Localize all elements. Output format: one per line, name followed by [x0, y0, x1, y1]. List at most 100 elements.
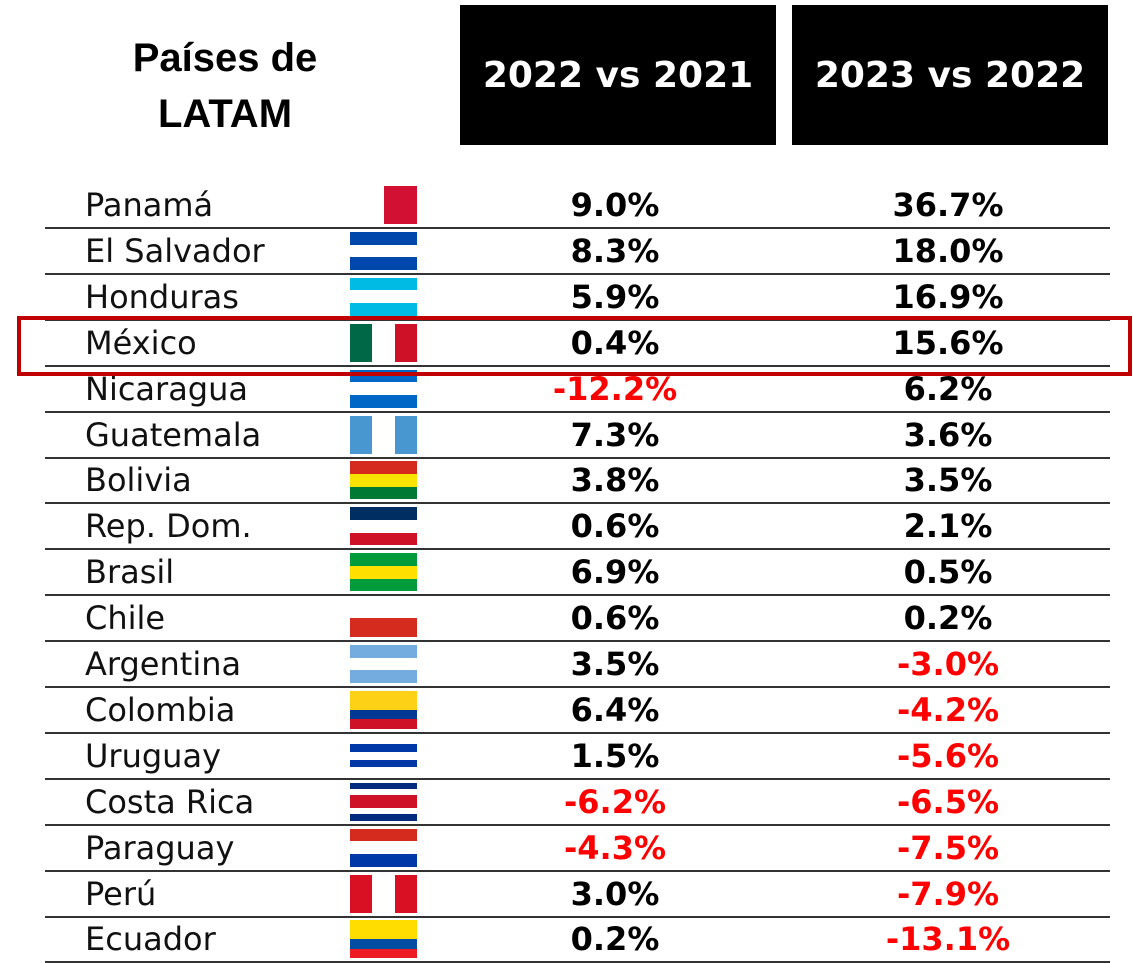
- flag-stripe: [350, 795, 417, 802]
- flag-stripe: [350, 257, 417, 270]
- flag-stripe: [350, 920, 417, 930]
- flag-stripe: [350, 565, 417, 579]
- flag-stripe: [350, 553, 417, 566]
- flag-stripe: [350, 670, 417, 683]
- flag-stripe: [350, 841, 417, 854]
- value-cell: 0.2%: [903, 599, 993, 638]
- flag-stripe: [350, 751, 417, 760]
- flag-stripe: [394, 323, 417, 362]
- flag-stripe: [350, 690, 417, 701]
- flag-icon: [350, 690, 417, 729]
- country-name: Costa Rica: [85, 782, 255, 821]
- value-cell: 9.0%: [570, 186, 660, 224]
- title-line: Países de: [132, 36, 318, 80]
- flag-stripe: [350, 244, 417, 258]
- value-cell: -6.5%: [896, 782, 1000, 821]
- value-cell: 6.4%: [570, 690, 660, 729]
- value-cell: -7.9%: [896, 874, 1000, 913]
- value-cell: 0.6%: [570, 599, 660, 638]
- flag-stripe: [350, 782, 417, 790]
- value-cell: -13.1%: [885, 920, 1011, 959]
- country-name: Ecuador: [85, 920, 216, 959]
- row-rule: [45, 915, 1110, 918]
- flag-stripe: [350, 759, 417, 768]
- row-rule: [45, 318, 1110, 321]
- country-name: México: [85, 323, 197, 362]
- title-line: LATAM: [157, 92, 293, 136]
- country-name: Guatemala: [85, 415, 262, 454]
- row-rule: [45, 502, 1110, 505]
- value-cell: 3.5%: [570, 645, 660, 683]
- column-header: 2022 vs 2021: [460, 5, 776, 145]
- country-name: Uruguay: [85, 736, 221, 775]
- value-cell: 15.6%: [892, 323, 1004, 362]
- flag-stripe: [372, 415, 395, 454]
- flag-stripe: [350, 474, 417, 487]
- flag-stripe: [350, 290, 417, 304]
- flag-icon: [350, 507, 417, 546]
- flag-stripe: [394, 415, 417, 454]
- row-rule: [45, 686, 1110, 688]
- row-rule: [45, 456, 1110, 459]
- row-rule: [45, 640, 1110, 643]
- value-cell: 8.3%: [570, 231, 660, 270]
- value-cell: 16.9%: [892, 277, 1004, 316]
- flag-stripe: [350, 532, 417, 546]
- flag-stripe: [350, 415, 373, 454]
- value-cell: 6.9%: [570, 553, 660, 592]
- flag-stripe: [350, 700, 417, 710]
- flag-icon: [350, 186, 417, 224]
- value-cell: -12.2%: [552, 369, 678, 408]
- flag-icon: [350, 415, 417, 454]
- flag-icon: [350, 782, 417, 821]
- flag-stripe: [350, 789, 417, 796]
- flag-icon: [350, 461, 417, 500]
- value-cell: 18.0%: [892, 231, 1004, 270]
- flag-icon: [350, 920, 417, 959]
- row-rule: [45, 869, 1110, 872]
- row-rule: [45, 777, 1110, 780]
- flag-icon: [350, 277, 417, 316]
- value-cell: -4.2%: [896, 690, 1000, 729]
- value-cell: 0.6%: [570, 507, 660, 546]
- value-cell: 3.5%: [903, 461, 993, 500]
- country-name: Perú: [85, 874, 157, 913]
- flag-stripe: [350, 709, 417, 720]
- value-cell: 0.5%: [903, 553, 993, 592]
- country-name: Argentina: [85, 645, 242, 683]
- flag-icon: [350, 599, 417, 638]
- value-cell: 36.7%: [892, 186, 1004, 224]
- flag-stripe: [350, 948, 417, 959]
- row-rule: [45, 731, 1110, 734]
- country-name: Panamá: [85, 186, 214, 224]
- country-name: Rep. Dom.: [85, 507, 252, 546]
- country-name: Honduras: [85, 277, 239, 316]
- country-name: El Salvador: [85, 231, 265, 270]
- value-cell: 3.6%: [903, 415, 993, 454]
- country-name: Bolivia: [85, 461, 192, 500]
- row-rule: [45, 227, 1110, 229]
- country-name: Paraguay: [85, 828, 235, 867]
- value-cell: -6.2%: [563, 782, 667, 821]
- value-cell: 7.3%: [570, 415, 660, 454]
- flag-icon: [350, 231, 417, 270]
- row-rule: [45, 364, 1110, 367]
- flag-stripe: [350, 519, 417, 533]
- value-cell: 3.8%: [570, 461, 660, 500]
- flag-stripe: [350, 277, 417, 291]
- flag-stripe: [350, 767, 417, 775]
- flag-stripe: [350, 736, 417, 745]
- flag-stripe: [383, 186, 417, 224]
- value-cell: -3.0%: [896, 645, 1000, 683]
- flag-stripe: [372, 874, 395, 913]
- flag-stripe: [350, 939, 417, 949]
- column-header: 2023 vs 2022: [792, 5, 1108, 145]
- flag-stripe: [350, 744, 417, 752]
- row-rule: [45, 272, 1110, 275]
- flag-stripe: [350, 828, 417, 842]
- flag-icon: [350, 874, 417, 913]
- country-name: Chile: [85, 599, 166, 638]
- flag-icon: [350, 323, 417, 362]
- country-name: Brasil: [85, 553, 175, 592]
